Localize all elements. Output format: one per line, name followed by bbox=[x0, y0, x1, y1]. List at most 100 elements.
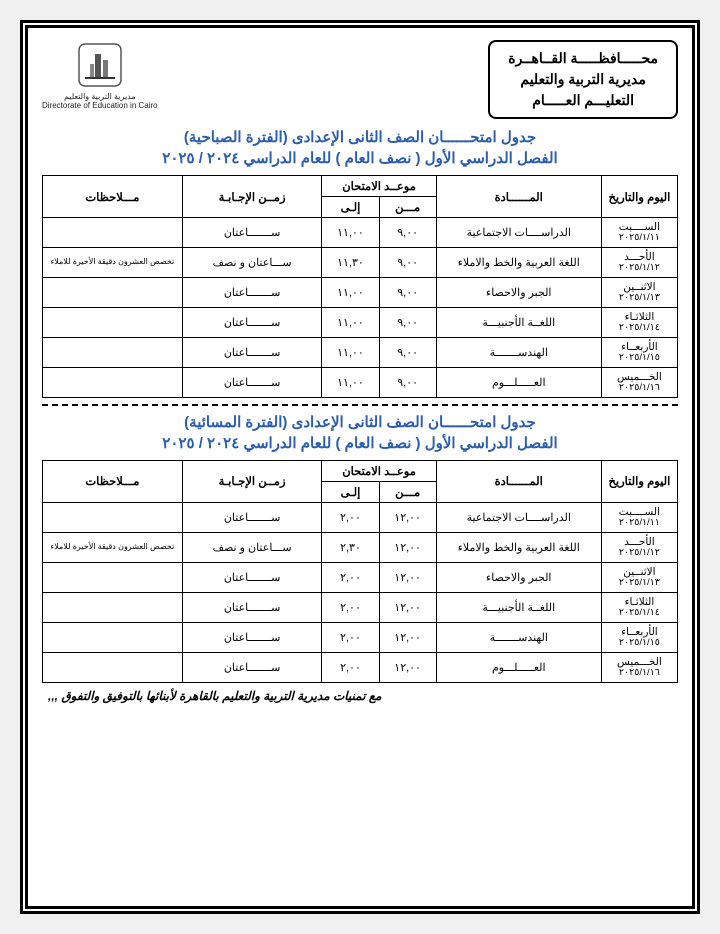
th-subject: المــــــادة bbox=[436, 460, 601, 502]
cell-to: ١١,٠٠ bbox=[322, 307, 379, 337]
tbody-evening: الســــبت٢٠٢٥/١/١١الدراســــات الاجتماعي… bbox=[43, 502, 678, 682]
cell-subject: العـــــلـــوم bbox=[436, 367, 601, 397]
cell-date: الأربعــاء٢٠٢٥/١/١٥ bbox=[601, 622, 677, 652]
cell-date: الســــبت٢٠٢٥/١/١١ bbox=[601, 502, 677, 532]
cell-subject: اللغــة الأجنبيـــة bbox=[436, 307, 601, 337]
cell-from: ٩,٠٠ bbox=[379, 367, 436, 397]
cell-from: ١٢,٠٠ bbox=[379, 532, 436, 562]
cell-notes bbox=[43, 652, 183, 682]
cell-notes bbox=[43, 562, 183, 592]
cell-to: ١١,٠٠ bbox=[322, 367, 379, 397]
section-divider bbox=[42, 404, 678, 406]
th-subject: المــــــادة bbox=[436, 176, 601, 218]
cell-subject: اللغــة الأجنبيـــة bbox=[436, 592, 601, 622]
cell-notes: تخصص العشرون دقيقة الأخيرة للاملاء bbox=[43, 532, 183, 562]
cell-subject: الدراســــات الاجتماعية bbox=[436, 502, 601, 532]
cell-date: الثلاثـاء٢٠٢٥/١/١٤ bbox=[601, 307, 677, 337]
cell-notes bbox=[43, 218, 183, 248]
cell-duration: ســـــــاعتان bbox=[182, 218, 322, 248]
cell-date: الاثنــين٢٠٢٥/١/١٣ bbox=[601, 277, 677, 307]
cell-duration: ســـاعتان و نصف bbox=[182, 247, 322, 277]
table-row: الاثنــين٢٠٢٥/١/١٣الجبر والاحصاء١٢,٠٠٢,٠… bbox=[43, 562, 678, 592]
table-row: الأحـــد٢٠٢٥/١/١٢اللغة العربية والخط وال… bbox=[43, 532, 678, 562]
section2-title: جدول امتحــــــان الصف الثانى الإعدادى (… bbox=[42, 412, 678, 454]
cell-subject: الجبر والاحصاء bbox=[436, 562, 601, 592]
th-duration: زمــن الإجـابـة bbox=[182, 176, 322, 218]
title-line: الفصل الدراسي الأول ( نصف العام ) للعام … bbox=[42, 148, 678, 169]
cell-from: ١٢,٠٠ bbox=[379, 652, 436, 682]
cell-notes bbox=[43, 502, 183, 532]
logo-caption-en: Directorate of Education in Cairo bbox=[42, 102, 158, 111]
logo-block: مديرية التربية والتعليم Directorate of E… bbox=[42, 40, 158, 110]
th-notes: مـــلاحظات bbox=[43, 460, 183, 502]
cell-notes bbox=[43, 307, 183, 337]
cell-to: ٢,٣٠ bbox=[322, 532, 379, 562]
cell-from: ١٢,٠٠ bbox=[379, 562, 436, 592]
table-row: الاثنــين٢٠٢٥/١/١٣الجبر والاحصاء٩,٠٠١١,٠… bbox=[43, 277, 678, 307]
table-row: الثلاثـاء٢٠٢٥/١/١٤اللغــة الأجنبيـــة٩,٠… bbox=[43, 307, 678, 337]
table-row: الأربعــاء٢٠٢٥/١/١٥الهندســـــــة٩,٠٠١١,… bbox=[43, 337, 678, 367]
th-date: اليوم والتاريخ bbox=[601, 176, 677, 218]
th-from: مـــن bbox=[379, 197, 436, 218]
cell-date: الثلاثـاء٢٠٢٥/١/١٤ bbox=[601, 592, 677, 622]
cell-notes: تخصص العشرون دقيقة الأخيرة للاملاء bbox=[43, 247, 183, 277]
cell-to: ٢,٠٠ bbox=[322, 562, 379, 592]
table-row: الثلاثـاء٢٠٢٥/١/١٤اللغــة الأجنبيـــة١٢,… bbox=[43, 592, 678, 622]
cell-to: ١١,٠٠ bbox=[322, 218, 379, 248]
cell-from: ١٢,٠٠ bbox=[379, 502, 436, 532]
cell-from: ١٢,٠٠ bbox=[379, 592, 436, 622]
title-line: الفصل الدراسي الأول ( نصف العام ) للعام … bbox=[42, 433, 678, 454]
title-line: جدول امتحــــــان الصف الثانى الإعدادى (… bbox=[42, 127, 678, 148]
cell-date: الخـــميس٢٠٢٥/١/١٦ bbox=[601, 652, 677, 682]
cell-notes bbox=[43, 622, 183, 652]
cell-duration: ســـــــاعتان bbox=[182, 502, 322, 532]
authority-line: مديرية التربية والتعليم bbox=[508, 69, 658, 90]
cell-to: ٢,٠٠ bbox=[322, 652, 379, 682]
cell-duration: ســـــــاعتان bbox=[182, 367, 322, 397]
cell-subject: اللغة العربية والخط والاملاء bbox=[436, 247, 601, 277]
cell-from: ٩,٠٠ bbox=[379, 307, 436, 337]
authority-line: التعليـــم العـــــام bbox=[508, 90, 658, 111]
cell-to: ١١,٠٠ bbox=[322, 277, 379, 307]
cell-from: ٩,٠٠ bbox=[379, 337, 436, 367]
th-notes: مـــلاحظات bbox=[43, 176, 183, 218]
cell-notes bbox=[43, 337, 183, 367]
cell-subject: الهندســـــــة bbox=[436, 622, 601, 652]
authority-line: محـــــافظـــــة القــاهــرة bbox=[508, 48, 658, 69]
cell-to: ٢,٠٠ bbox=[322, 622, 379, 652]
table-row: الأربعــاء٢٠٢٥/١/١٥الهندســـــــة١٢,٠٠٢,… bbox=[43, 622, 678, 652]
cell-subject: اللغة العربية والخط والاملاء bbox=[436, 532, 601, 562]
cell-from: ٩,٠٠ bbox=[379, 218, 436, 248]
header-row: محـــــافظـــــة القــاهــرة مديرية التر… bbox=[42, 40, 678, 119]
footer-wish: مع تمنيات مديرية التربية والتعليم بالقاه… bbox=[48, 689, 672, 703]
cell-notes bbox=[43, 277, 183, 307]
cell-date: الاثنــين٢٠٢٥/١/١٣ bbox=[601, 562, 677, 592]
table-row: الأحـــد٢٠٢٥/١/١٢اللغة العربية والخط وال… bbox=[43, 247, 678, 277]
th-from: مـــن bbox=[379, 481, 436, 502]
document-page: محـــــافظـــــة القــاهــرة مديرية التر… bbox=[20, 20, 700, 914]
cell-duration: ســـــــاعتان bbox=[182, 592, 322, 622]
cell-from: ١٢,٠٠ bbox=[379, 622, 436, 652]
cell-to: ٢,٠٠ bbox=[322, 592, 379, 622]
cell-duration: ســـــــاعتان bbox=[182, 652, 322, 682]
th-date: اليوم والتاريخ bbox=[601, 460, 677, 502]
title-line: جدول امتحــــــان الصف الثانى الإعدادى (… bbox=[42, 412, 678, 433]
table-row: الســــبت٢٠٢٥/١/١١الدراســــات الاجتماعي… bbox=[43, 218, 678, 248]
cell-duration: ســـــــاعتان bbox=[182, 307, 322, 337]
cell-subject: الجبر والاحصاء bbox=[436, 277, 601, 307]
cell-duration: ســـــــاعتان bbox=[182, 337, 322, 367]
tbody-morning: الســــبت٢٠٢٥/١/١١الدراســــات الاجتماعي… bbox=[43, 218, 678, 398]
cell-notes bbox=[43, 367, 183, 397]
cell-subject: الدراســــات الاجتماعية bbox=[436, 218, 601, 248]
cell-date: الســــبت٢٠٢٥/١/١١ bbox=[601, 218, 677, 248]
cell-from: ٩,٠٠ bbox=[379, 247, 436, 277]
cell-from: ٩,٠٠ bbox=[379, 277, 436, 307]
table-row: الســــبت٢٠٢٥/١/١١الدراســــات الاجتماعي… bbox=[43, 502, 678, 532]
th-time-group: موعــد الامتحان bbox=[322, 460, 436, 481]
exam-table-morning: اليوم والتاريخ المــــــادة موعــد الامت… bbox=[42, 175, 678, 398]
th-to: إلـى bbox=[322, 481, 379, 502]
cell-date: الأربعــاء٢٠٢٥/١/١٥ bbox=[601, 337, 677, 367]
cell-date: الأحـــد٢٠٢٥/١/١٢ bbox=[601, 247, 677, 277]
cell-duration: ســـاعتان و نصف bbox=[182, 532, 322, 562]
th-time-group: موعــد الامتحان bbox=[322, 176, 436, 197]
